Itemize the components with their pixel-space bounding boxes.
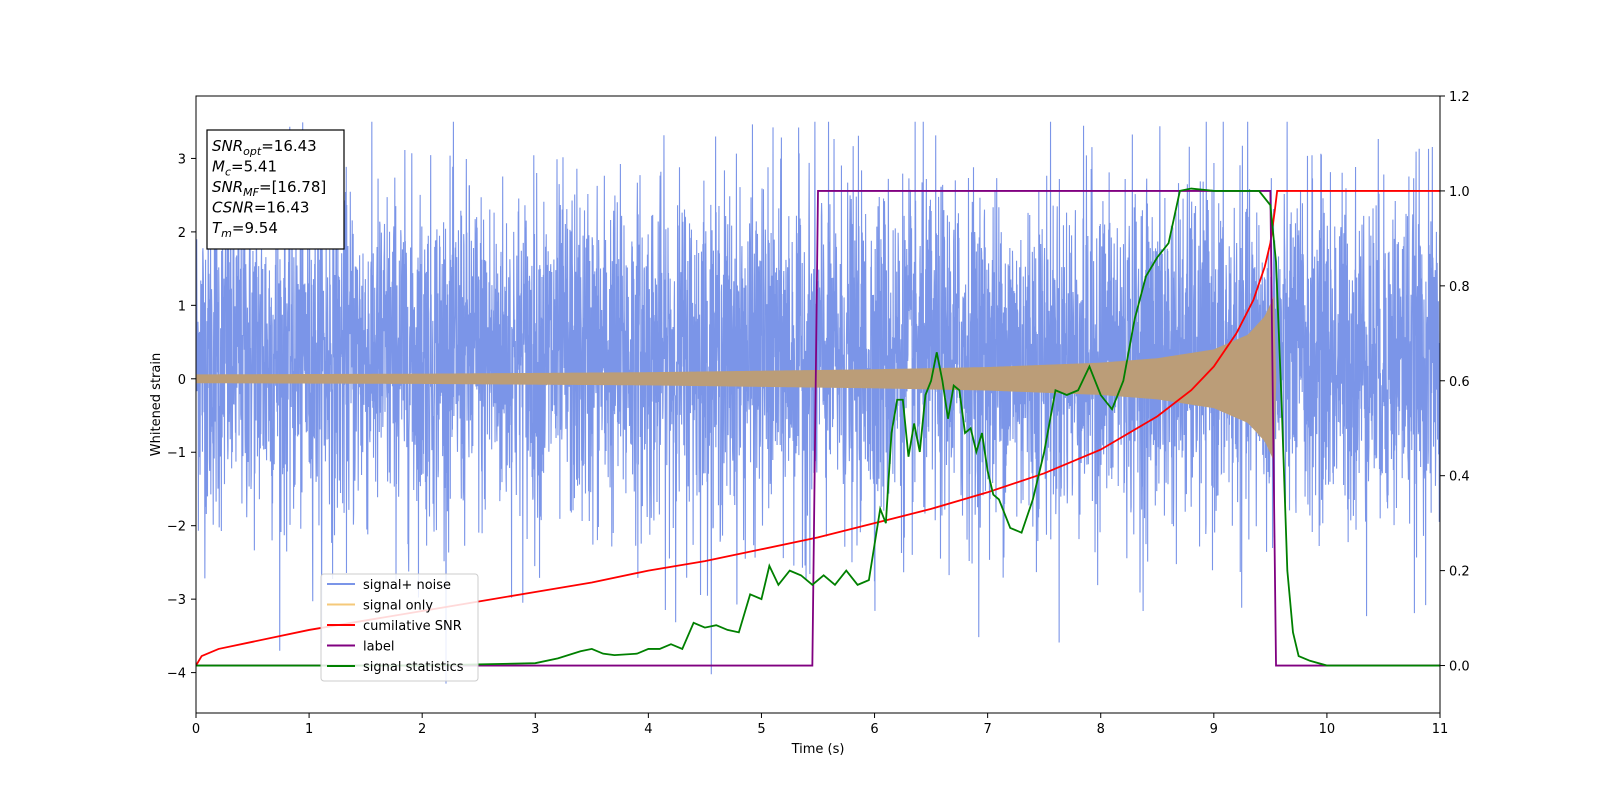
y-right-tick-label: 0.2: [1449, 565, 1470, 580]
y-right-tick-label: 0.8: [1449, 280, 1470, 295]
legend-label: signal+ noise: [363, 578, 451, 593]
y-axis-left: −4 −3 −2 −1 0 1 2 3: [167, 152, 196, 682]
plot-frame: [195, 95, 1441, 714]
y-right-tick-label: 1.2: [1449, 90, 1470, 105]
legend-label: cumilative SNR: [363, 619, 462, 634]
annotation-line: CSNR=16.43: [212, 199, 309, 217]
x-axis-label: Time (s): [791, 742, 845, 757]
legend-label: signal only: [363, 599, 433, 614]
x-tick-label: 0: [192, 722, 200, 737]
y-left-tick-label: −2: [167, 520, 186, 535]
y-left-tick-label: 1: [178, 299, 186, 314]
x-tick-label: 7: [983, 722, 991, 737]
x-axis: 0 1 2 3 4 5 6 7 8 9 10 11: [192, 713, 1448, 737]
y-axis-label: Whitened strain: [149, 353, 164, 456]
plot-area: [196, 121, 1440, 684]
annotation-line: Mc=5.41: [212, 158, 277, 179]
legend-label: label: [363, 640, 394, 655]
x-tick-label: 9: [1210, 722, 1218, 737]
y-left-tick-label: 0: [178, 373, 186, 388]
legend: signal+ noise signal only cumilative SNR la…: [320, 573, 479, 682]
annotation-line: Tm=9.54: [212, 219, 278, 240]
y-left-tick-label: 3: [178, 152, 186, 167]
y-right-tick-label: 1.0: [1449, 185, 1470, 200]
annotation-line: SNRopt=16.43: [212, 137, 317, 158]
label-series: [196, 190, 1440, 667]
x-tick-label: 8: [1097, 722, 1105, 737]
annotation-line: SNRMF=[16.78]: [212, 178, 326, 199]
signal-only-series: [196, 295, 1440, 462]
signal-statistics-series: [196, 187, 1440, 667]
y-left-tick-label: −1: [167, 446, 186, 461]
y-right-tick-label: 0.0: [1449, 660, 1470, 675]
x-tick-label: 3: [531, 722, 539, 737]
y-right-tick-label: 0.6: [1449, 375, 1470, 390]
annotation-box: SNRopt=16.43Mc=5.41SNRMF=[16.78]CSNR=16.…: [206, 129, 345, 250]
x-tick-label: 1: [305, 722, 313, 737]
y-left-tick-label: −3: [167, 593, 186, 608]
x-tick-label: 11: [1432, 722, 1449, 737]
x-tick-label: 5: [757, 722, 765, 737]
x-tick-label: 2: [418, 722, 426, 737]
y-left-tick-label: 2: [178, 226, 186, 241]
x-tick-label: 6: [870, 722, 878, 737]
y-right-tick-label: 0.4: [1449, 470, 1470, 485]
legend-label: signal statistics: [363, 660, 464, 675]
y-axis-right: 0.0 0.2 0.4 0.6 0.8 1.0 1.2: [1440, 90, 1470, 675]
x-tick-label: 10: [1319, 722, 1336, 737]
y-left-tick-label: −4: [167, 667, 186, 682]
x-tick-label: 4: [644, 722, 652, 737]
